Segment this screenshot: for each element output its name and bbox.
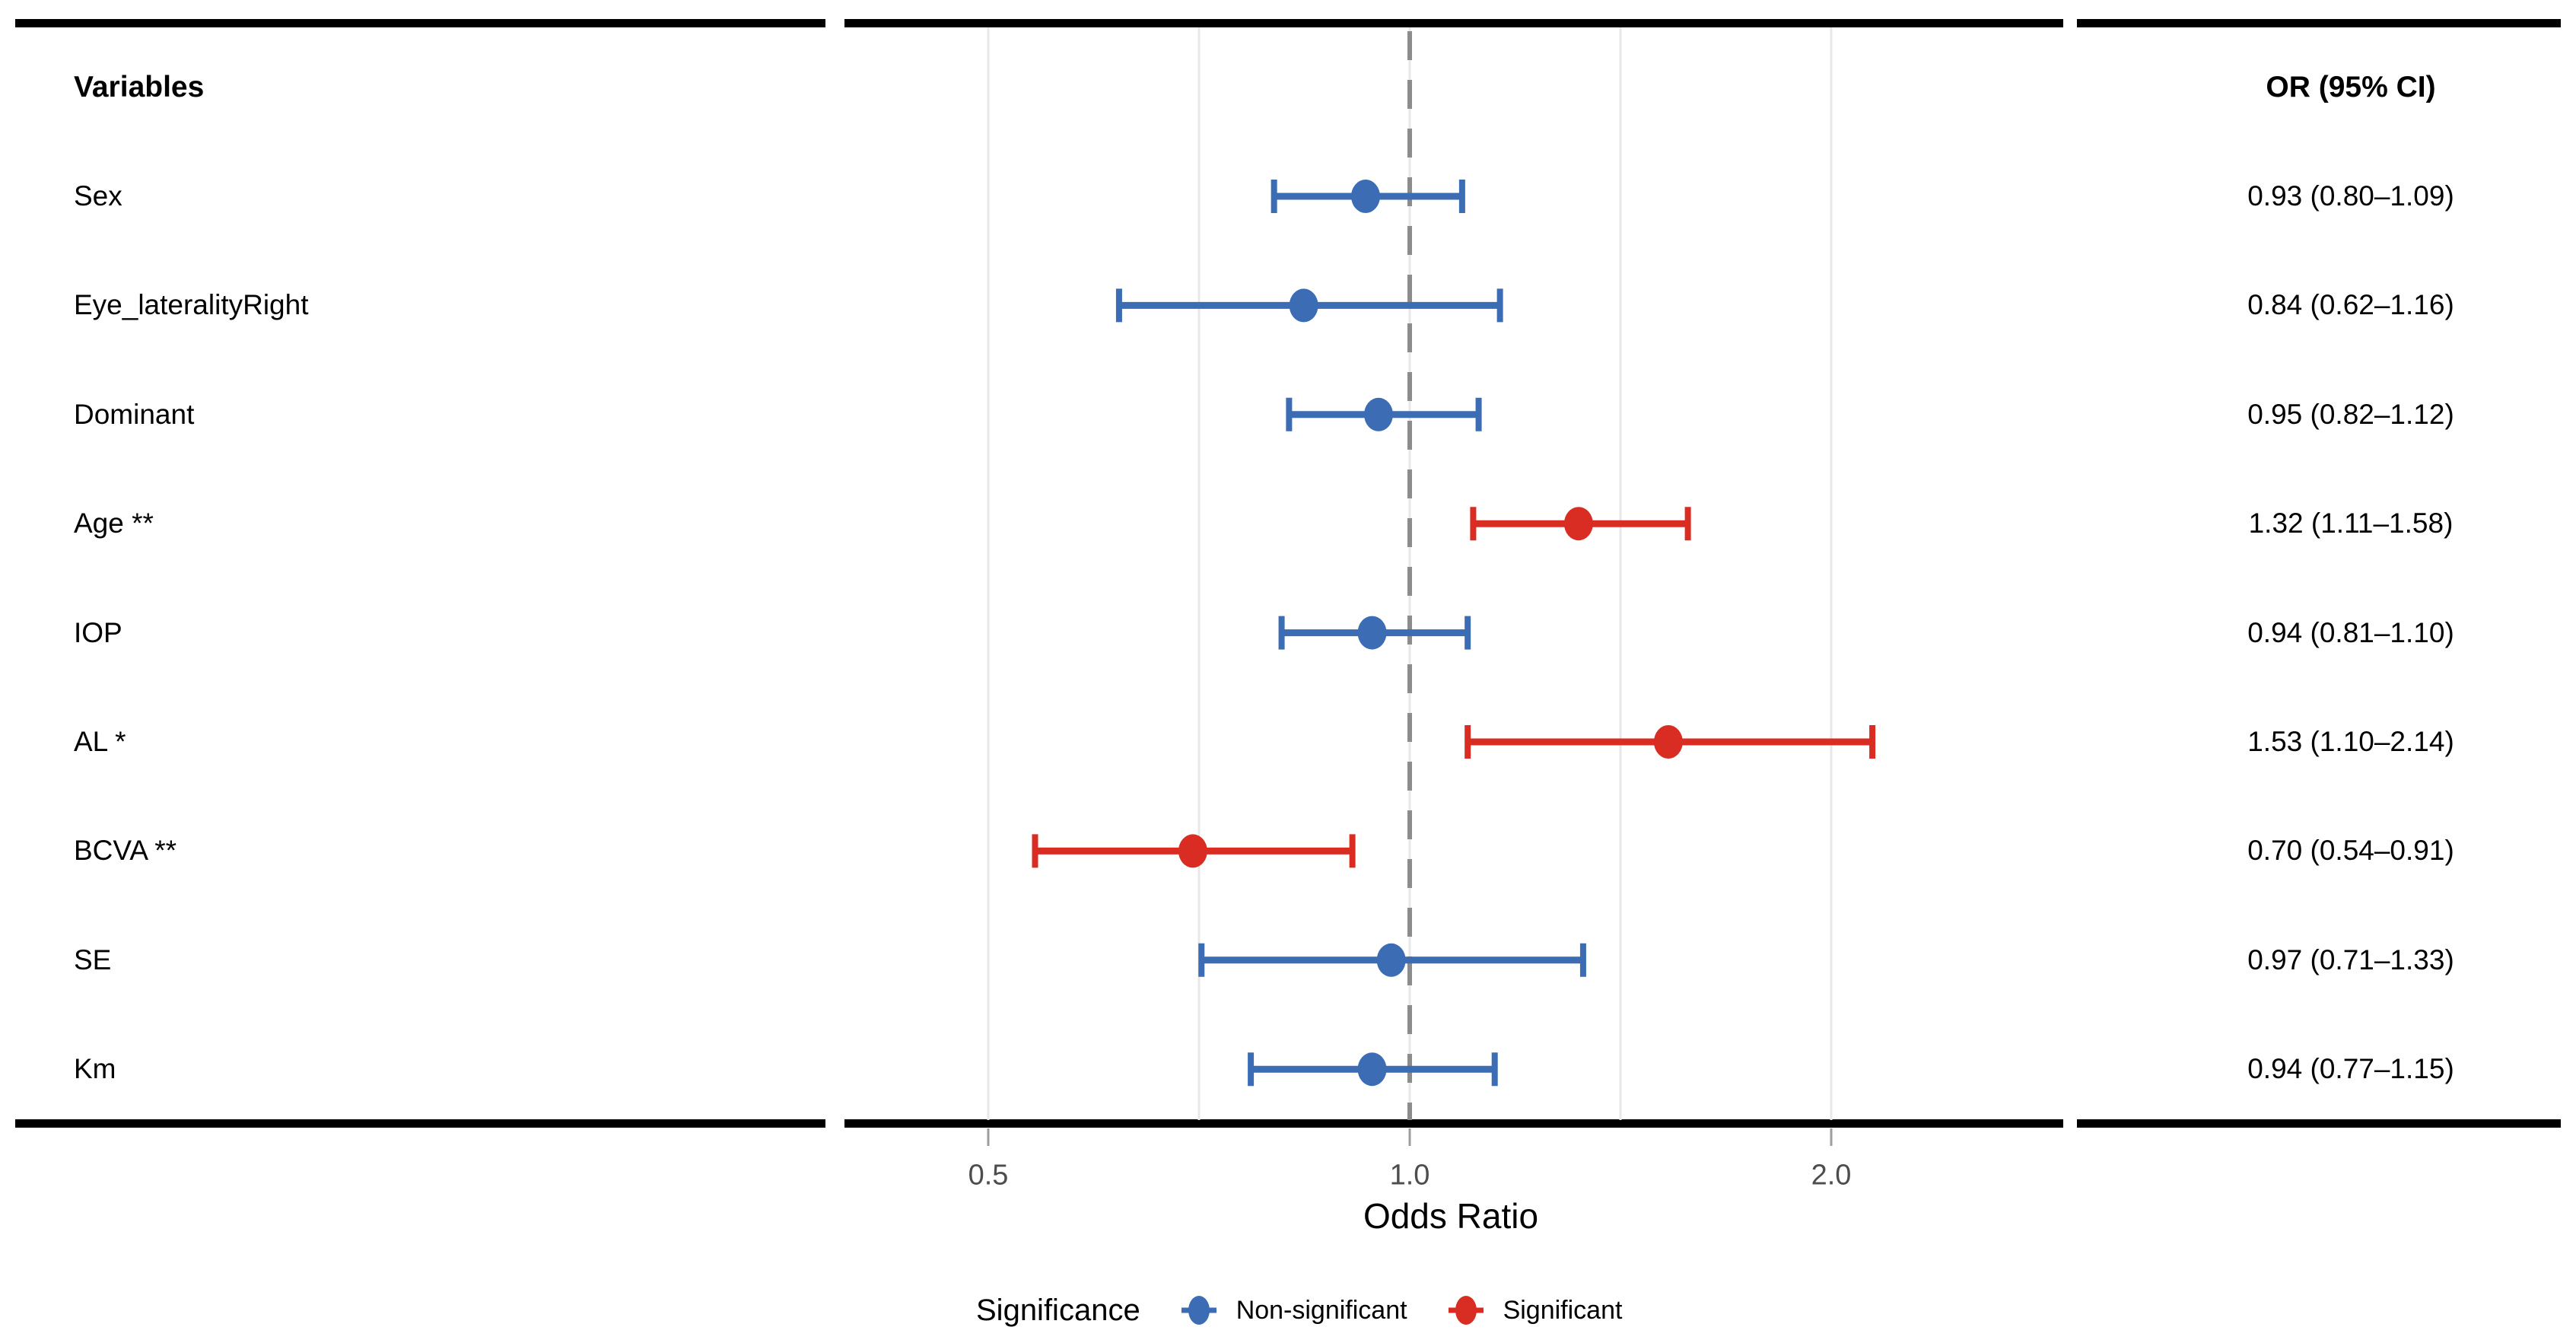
variable-label: IOP xyxy=(74,616,122,648)
legend: Significance Non-significant Significant xyxy=(976,1293,1622,1328)
legend-title: Significance xyxy=(976,1293,1140,1327)
legend-item-label: Significant xyxy=(1503,1295,1623,1325)
or-ci-value: 1.32 (1.11–1.58) xyxy=(2248,508,2454,539)
significant-point-icon xyxy=(1448,1296,1484,1325)
or-ci-value: 0.93 (0.80–1.09) xyxy=(2247,180,2454,212)
variable-label: Km xyxy=(74,1053,116,1085)
bottom-border-right-segment xyxy=(2077,1119,2561,1128)
or-point xyxy=(1364,397,1394,431)
top-border-middle-segment xyxy=(844,19,2063,27)
or-point xyxy=(1563,507,1593,541)
variables-column-header: Variables xyxy=(74,71,205,103)
variable-label: BCVA ** xyxy=(74,835,177,867)
forest-row xyxy=(1278,616,1471,650)
or-ci-value: 0.94 (0.81–1.10) xyxy=(2247,616,2454,648)
variable-label: Sex xyxy=(74,180,122,212)
or-ci-value: 0.94 (0.77–1.15) xyxy=(2247,1053,2454,1085)
variable-label: Eye_lateralityRight xyxy=(74,289,309,321)
legend-item-significant: Significant xyxy=(1447,1293,1623,1328)
or-point xyxy=(1357,616,1387,650)
legend-item-label: Non-significant xyxy=(1236,1295,1407,1325)
forest-row xyxy=(1465,725,1876,759)
or-point xyxy=(1350,180,1380,213)
variable-label: AL * xyxy=(74,726,126,757)
top-border-right-segment xyxy=(2077,19,2561,27)
or-ci-value: 0.84 (0.62–1.16) xyxy=(2247,289,2454,321)
variable-label: Age ** xyxy=(74,508,154,539)
or-point xyxy=(1357,1052,1387,1087)
variable-label: SE xyxy=(74,944,112,975)
variable-label: Dominant xyxy=(74,398,195,430)
or-point xyxy=(1376,943,1406,977)
forest-row xyxy=(1286,397,1482,431)
forest-row xyxy=(1032,834,1356,868)
or-point xyxy=(1178,834,1207,868)
bottom-border-left-segment xyxy=(15,1119,825,1128)
or-ci-value: 1.53 (1.10–2.14) xyxy=(2247,726,2454,757)
bottom-border-middle-segment xyxy=(844,1119,2063,1128)
forest-row xyxy=(1115,288,1503,323)
x-axis-tick-label: 2.0 xyxy=(1811,1159,1852,1192)
x-axis-tick-label: 0.5 xyxy=(968,1159,1009,1192)
or-ci-column-header: OR (95% CI) xyxy=(2266,71,2436,103)
forest-row xyxy=(1271,180,1465,213)
legend-item-non-significant: Non-significant xyxy=(1180,1293,1407,1328)
top-border-left-segment xyxy=(15,19,825,27)
or-ci-value: 0.70 (0.54–0.91) xyxy=(2247,835,2454,867)
or-ci-value: 0.97 (0.71–1.33) xyxy=(2247,944,2454,975)
or-point xyxy=(1653,725,1683,759)
forest-row xyxy=(1248,1052,1498,1087)
or-ci-value: 0.95 (0.82–1.12) xyxy=(2247,398,2454,430)
or-point xyxy=(1289,288,1318,323)
forest-row xyxy=(1470,507,1691,541)
non-significant-point-icon xyxy=(1181,1296,1216,1325)
x-axis-tick-label: 1.0 xyxy=(1389,1159,1430,1192)
x-axis-title: Odds Ratio xyxy=(1363,1196,1539,1236)
forest-row xyxy=(1198,943,1586,977)
